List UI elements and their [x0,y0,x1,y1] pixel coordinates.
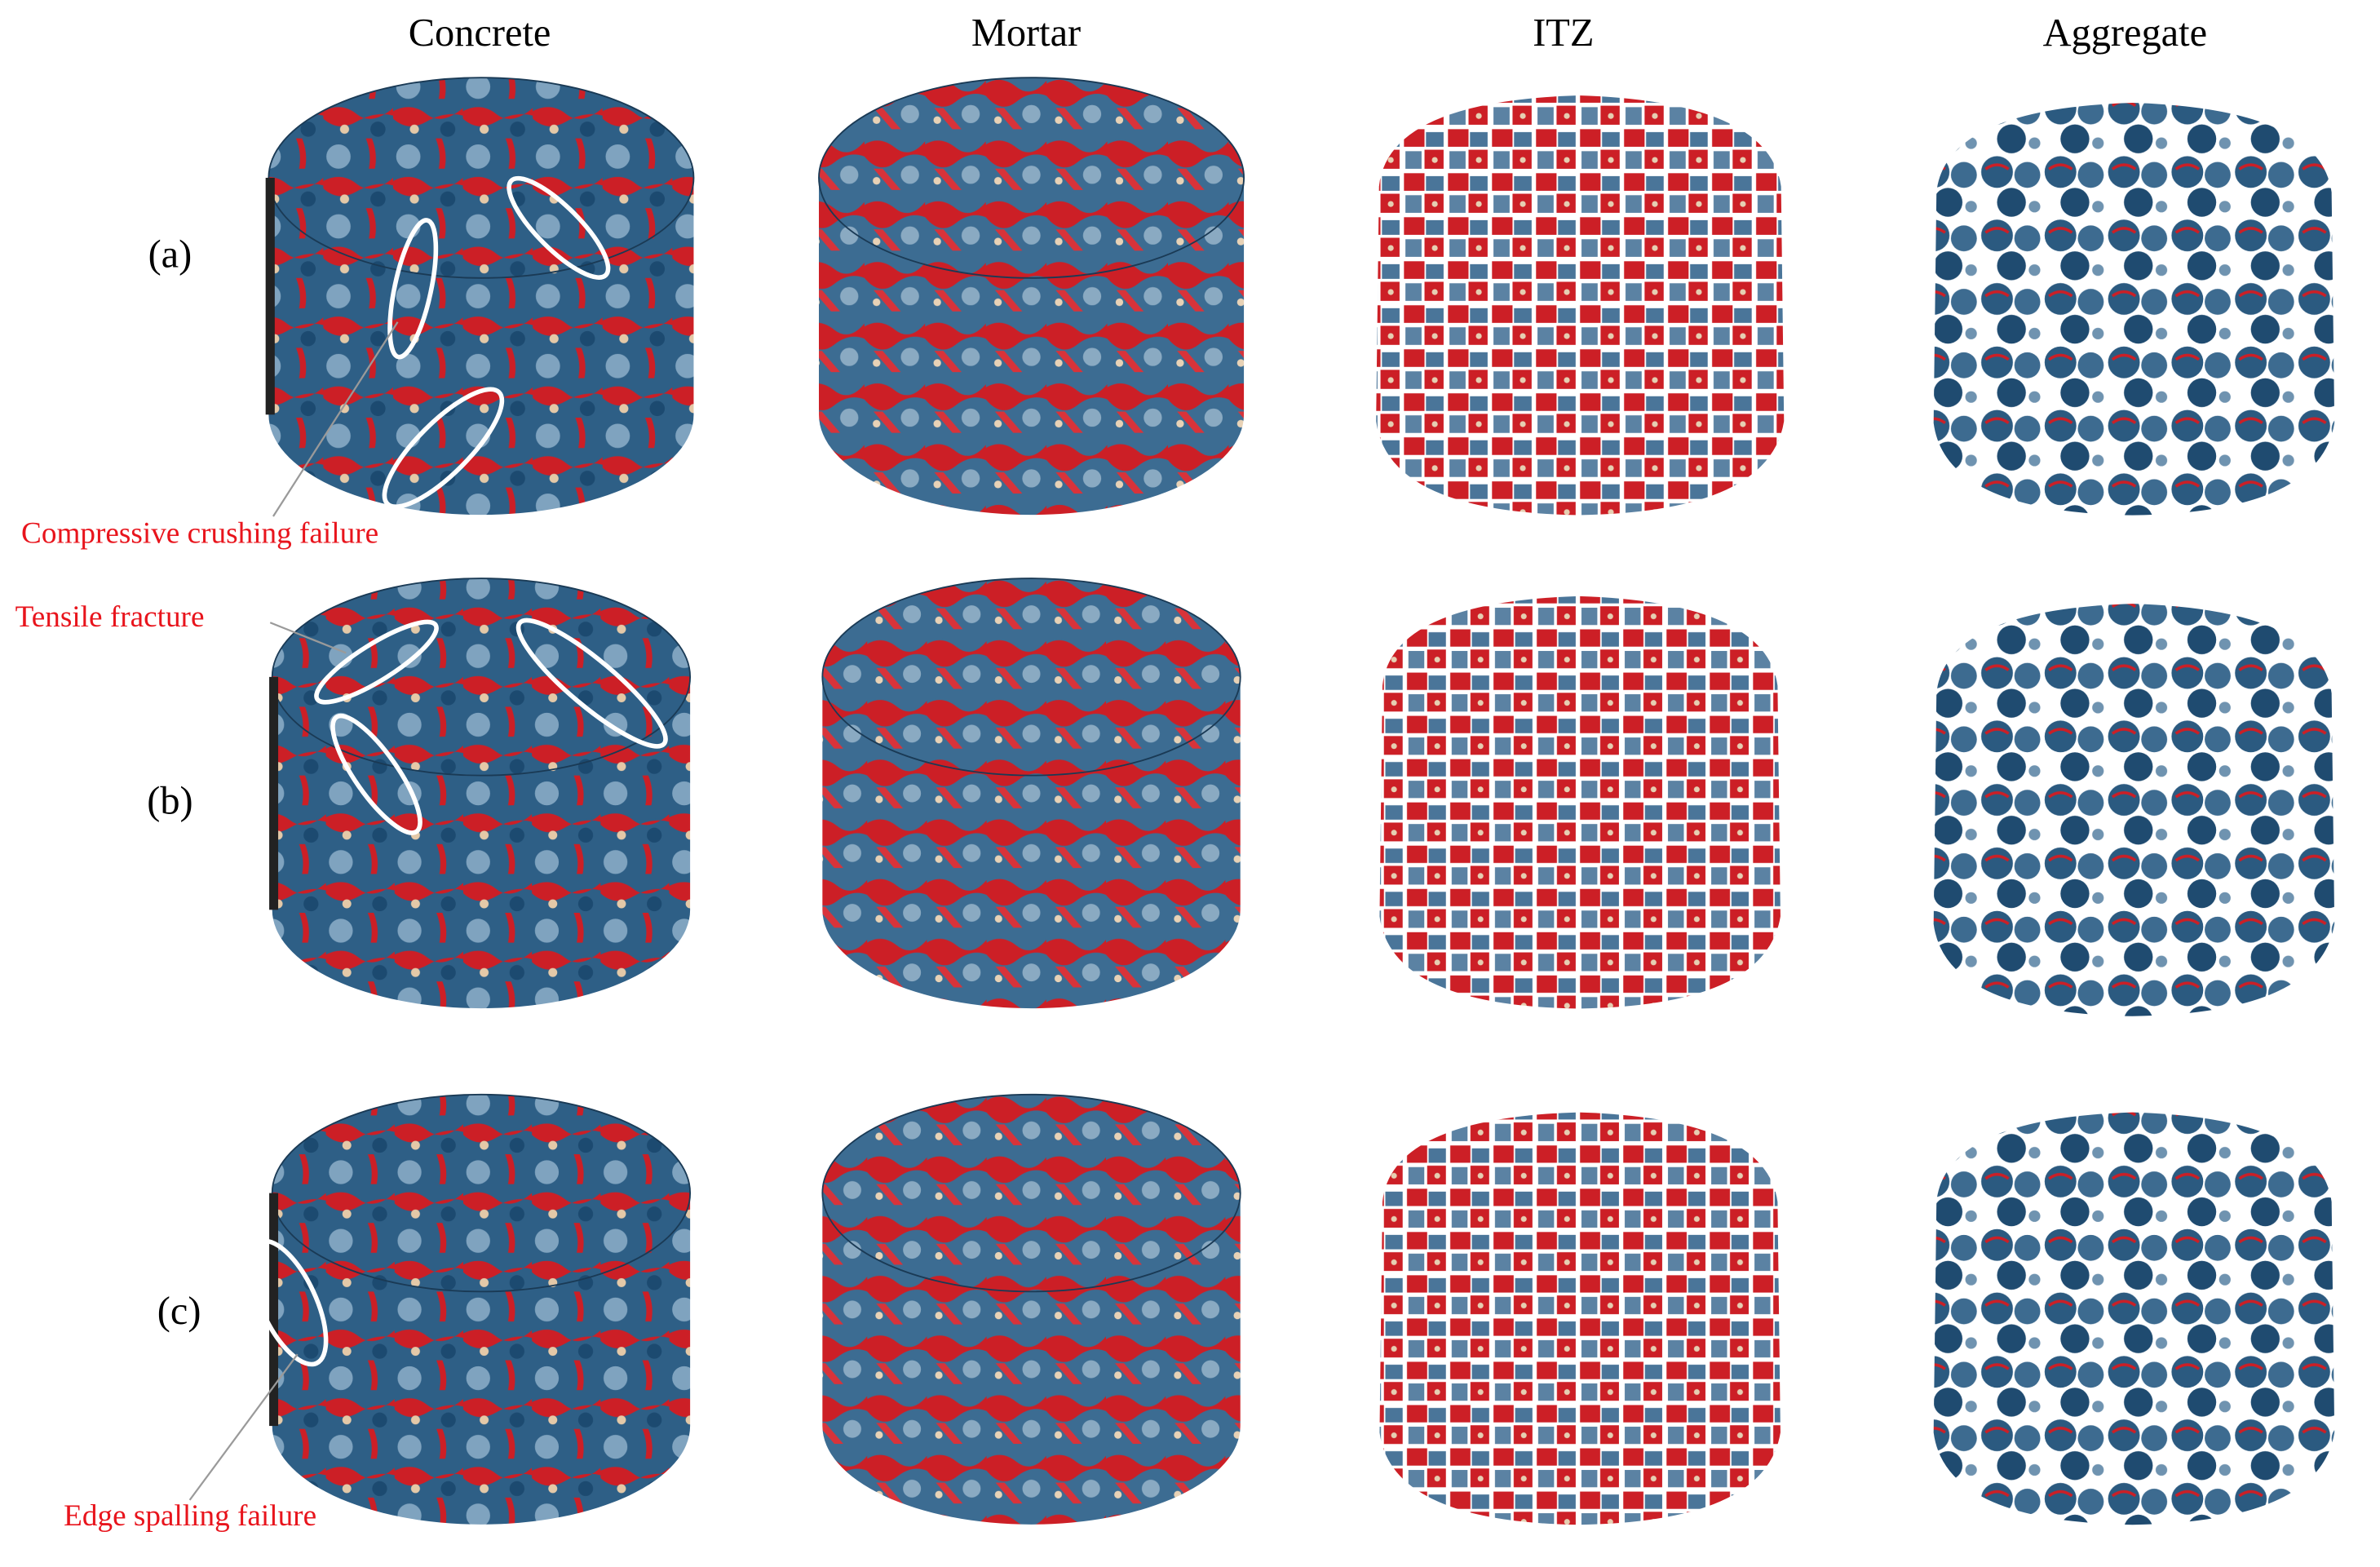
highlight-ring [330,713,422,835]
itz-specimen [1379,1112,1781,1525]
leader-line [188,1353,299,1501]
concrete-specimen [268,578,692,1010]
highlight-ring [387,218,439,360]
aggregate-specimen [1933,103,2335,516]
leader-line [272,321,399,517]
itz-specimen [1379,595,1781,1009]
aggregate-specimen [1933,604,2335,1016]
mortar-specimen [818,77,1245,516]
column-header: ITZ [1533,11,1594,55]
leader-line [269,622,347,654]
mortar-specimen [821,578,1241,1010]
concrete-specimen [268,1093,692,1525]
column-header: Mortar [971,11,1081,55]
row-label: (b) [147,780,192,823]
aggregate-specimen [1933,1112,2335,1525]
annotation: Edge spalling failure [64,1499,316,1533]
highlight-ring [314,619,439,705]
row-label: (a) [148,233,192,277]
highlight-ring [248,1238,329,1367]
row-label: (c) [157,1290,201,1333]
highlight-ring [507,175,611,280]
itz-specimen [1376,95,1785,516]
mortar-specimen [821,1093,1241,1525]
highlight-ring [382,387,505,510]
highlight-ring [515,618,668,749]
annotation: Tensile fracture [15,600,205,634]
column-header: Concrete [409,11,551,55]
column-header: Aggregate [2043,11,2207,55]
annotation: Compressive crushing failure [21,517,378,551]
